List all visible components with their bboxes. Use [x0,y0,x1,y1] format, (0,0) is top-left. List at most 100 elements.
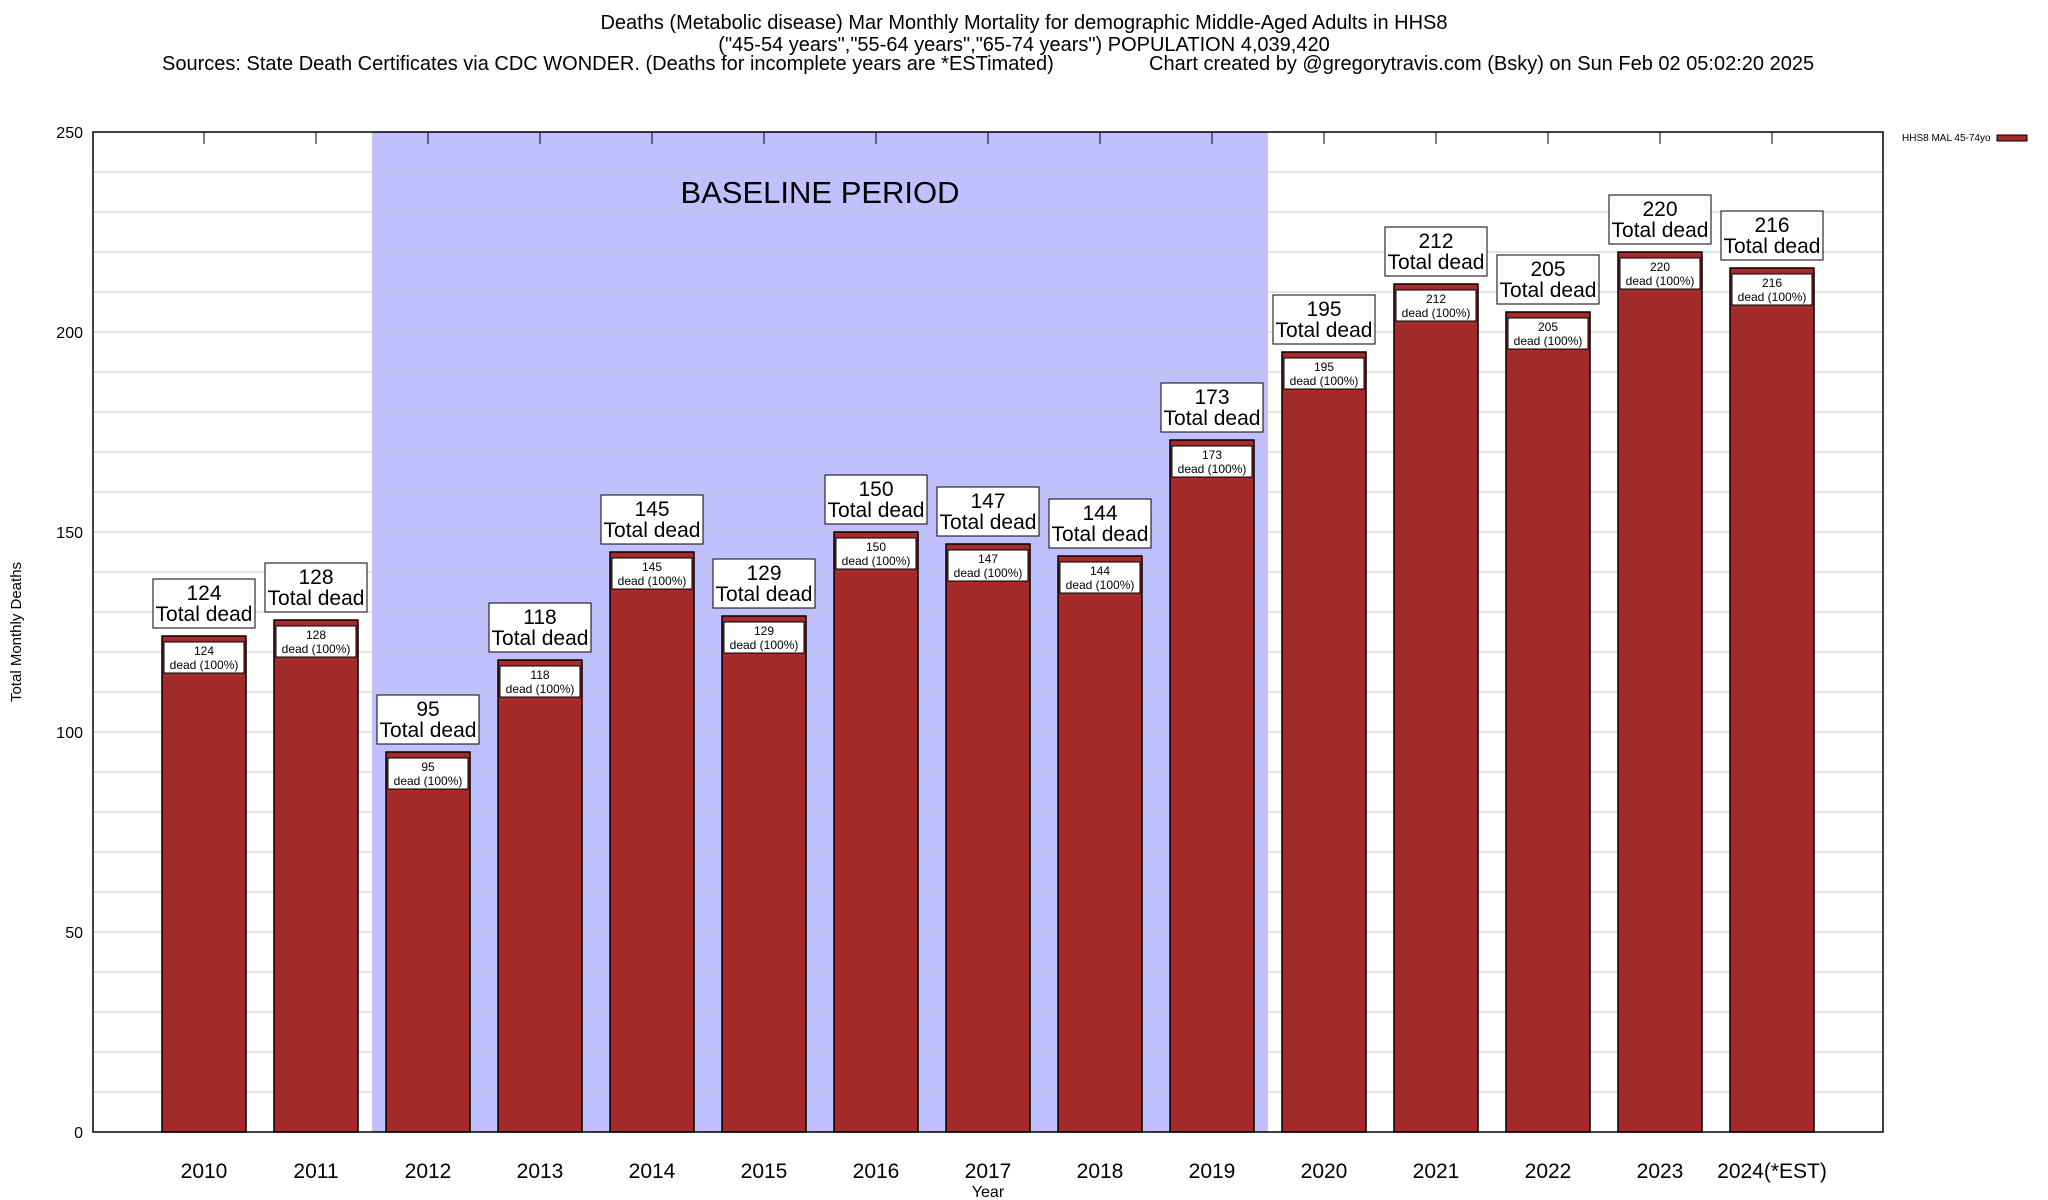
chart-subtitle: ("45-54 years","55-64 years","65-74 year… [718,34,1330,56]
bar [945,543,1031,1133]
inner-label-text: dead (100%) [1290,374,1359,388]
inner-label-text: dead (100%) [282,642,351,656]
inner-label-box [1059,561,1141,594]
bar [1505,311,1591,1133]
inner-label-text: dead (100%) [730,638,799,652]
top-label-value: 145 [634,498,669,521]
inner-label-text: dead (100%) [954,566,1023,580]
inner-label-value: 173 [1202,448,1222,462]
inner-label-value: 118 [530,668,549,682]
bar [385,751,471,1133]
inner-label-value: 212 [1426,292,1446,306]
inner-label-value: 144 [1090,564,1110,578]
top-label-text: Total dead [156,603,253,626]
top-label-value: 118 [523,606,556,629]
inner-label-text: dead (100%) [1402,306,1471,320]
bar [1393,283,1479,1133]
x-tick-label: 2015 [741,1160,788,1183]
inner-label-box [611,557,693,590]
top-label-box [1720,210,1824,261]
inner-label-box [387,757,469,790]
y-tick-label: 100 [56,725,83,742]
inner-label-text: dead (100%) [1738,290,1807,304]
chart-title: Deaths (Metabolic disease) Mar Monthly M… [600,12,1448,34]
top-label-box [488,602,592,653]
bar [609,551,695,1133]
top-label-value: 173 [1194,386,1229,409]
bar [833,531,919,1133]
chart-credit: Chart created by @gregorytravis.com (Bsk… [1149,53,1815,75]
chart-sources: Sources: State Death Certificates via CD… [162,53,1054,75]
top-label-box [600,494,704,545]
top-label-text: Total dead [828,499,925,522]
bar [721,615,807,1133]
top-label-box [824,474,928,525]
inner-label-box [1283,357,1365,390]
top-label-text: Total dead [940,511,1037,534]
inner-label-box [723,621,805,654]
x-tick-label: 2020 [1301,1160,1348,1183]
top-label-value: 216 [1754,214,1789,237]
top-label-value: 124 [186,582,221,605]
top-label-box [936,486,1040,537]
inner-label-value: 124 [194,644,214,658]
inner-label-text: dead (100%) [506,682,575,696]
y-tick-label: 200 [56,325,83,342]
inner-label-text: dead (100%) [394,774,463,788]
x-tick-label: 2011 [293,1160,338,1183]
x-tick-label: 2019 [1189,1160,1236,1183]
y-tick-label: 250 [56,125,83,142]
top-label-text: Total dead [1612,219,1709,242]
x-tick-label: 2016 [853,1160,900,1183]
bar [497,659,583,1133]
inner-label-box [1395,289,1477,322]
top-label-box [1496,254,1600,305]
inner-label-box [1619,257,1701,290]
inner-label-box [1171,445,1253,478]
inner-label-box [163,641,245,674]
bar [1281,351,1367,1133]
inner-label-value: 129 [754,624,774,638]
inner-label-box [835,537,917,570]
inner-label-value: 205 [1538,320,1558,334]
top-label-box [264,562,368,613]
x-axis-label: Year [972,1184,1005,1200]
bar [1729,267,1815,1133]
top-label-value: 128 [298,566,333,589]
top-label-text: Total dead [604,519,701,542]
x-tick-label: 2010 [181,1160,228,1183]
inner-label-value: 95 [421,760,435,774]
inner-label-value: 216 [1762,276,1782,290]
inner-label-box [1507,317,1589,350]
top-label-value: 147 [970,490,1005,513]
inner-label-box [1731,273,1813,306]
top-label-text: Total dead [492,627,589,650]
x-tick-label: 2023 [1637,1160,1684,1183]
x-tick-label: 2012 [405,1160,452,1183]
top-label-value: 150 [858,478,893,501]
top-label-box [1272,294,1376,345]
x-tick-label: 2022 [1525,1160,1572,1183]
x-tick-label: 2013 [517,1160,564,1183]
bar [1169,439,1255,1133]
y-tick-label: 50 [65,925,83,942]
top-label-text: Total dead [716,583,813,606]
top-label-value: 205 [1530,258,1565,281]
top-label-value: 220 [1642,198,1677,221]
inner-label-value: 150 [866,540,886,554]
y-tick-label: 150 [56,525,83,542]
y-axis-label: Total Monthly Deaths [8,562,25,702]
inner-label-value: 145 [642,560,662,574]
top-label-text: Total dead [1276,319,1373,342]
inner-label-value: 195 [1314,360,1334,374]
bar [1617,251,1703,1133]
y-tick-label: 0 [74,1125,83,1142]
inner-label-text: dead (100%) [842,554,911,568]
top-label-text: Total dead [268,587,365,610]
top-label-box [712,558,816,609]
top-label-box [1384,226,1488,277]
top-label-text: Total dead [380,719,477,742]
inner-label-box [275,625,357,658]
bar [1057,555,1143,1133]
legend-swatch [1996,134,2028,142]
